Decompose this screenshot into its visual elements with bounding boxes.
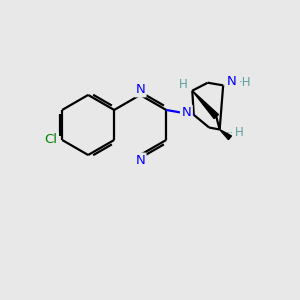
Text: ·H: ·H (238, 76, 251, 89)
Text: ⋅⋅⋅: ⋅⋅⋅ (226, 128, 233, 137)
Text: N: N (226, 75, 236, 88)
Polygon shape (220, 130, 231, 140)
Text: H: H (178, 78, 187, 91)
Text: Cl: Cl (44, 134, 58, 146)
Text: N: N (135, 83, 145, 96)
Text: N: N (182, 106, 191, 119)
Text: N: N (135, 154, 145, 167)
Polygon shape (192, 91, 218, 118)
Text: H: H (234, 126, 243, 139)
